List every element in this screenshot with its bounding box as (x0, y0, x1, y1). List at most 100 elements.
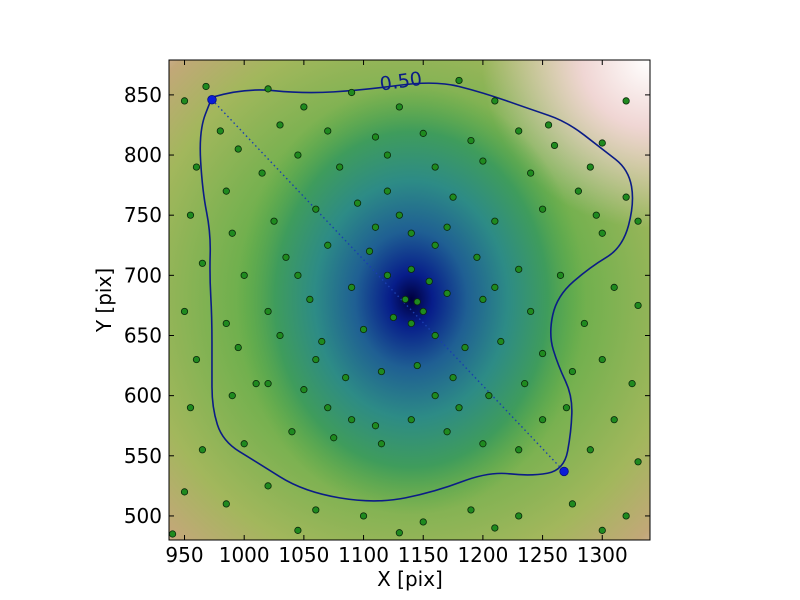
scatter-point (449, 373, 457, 382)
scatter-point (598, 229, 606, 237)
x-tick-label: 1200 (457, 543, 508, 567)
x-axis: 950 1000 1050 1100 1150 1200 1250 1300 (165, 60, 628, 567)
scatter-point (324, 404, 332, 412)
scatter-point (479, 157, 487, 165)
scatter-point (306, 295, 314, 303)
scatter-point (202, 82, 210, 91)
scatter-point (312, 506, 320, 514)
scatter-point (467, 137, 475, 145)
scatter-point (359, 512, 368, 520)
scatter-point (461, 343, 469, 352)
scatter-point (395, 103, 403, 111)
scatter-point (634, 217, 642, 225)
scatter-point (371, 133, 380, 141)
scatter-point (228, 392, 236, 400)
scatter-point (521, 380, 529, 388)
scatter-point (324, 241, 332, 249)
scatter-point (180, 488, 189, 496)
scatter-point (491, 217, 499, 225)
scatter-point (419, 307, 427, 316)
scatter-point (407, 319, 415, 328)
scatter-point (264, 85, 272, 93)
scatter-point (425, 277, 433, 285)
y-tick-label: 850 (124, 83, 162, 107)
scatter-point (222, 319, 230, 328)
y-tick-label: 700 (124, 263, 162, 287)
scatter-point (610, 416, 618, 424)
contour-endpoint (559, 466, 569, 477)
scatter-point (222, 187, 230, 195)
scatter-point (180, 307, 189, 316)
scatter-point (598, 526, 606, 534)
scatter-point (407, 265, 415, 273)
scatter-point (562, 404, 571, 412)
x-tick-label: 1050 (278, 543, 329, 567)
contour-endpoint (207, 94, 217, 105)
scatter-point (473, 253, 481, 261)
scatter-point (300, 103, 308, 111)
scatter-point (574, 187, 582, 195)
scatter-point (198, 259, 207, 267)
scatter-point (538, 205, 547, 213)
scatter-point (413, 298, 421, 306)
scatter-point (592, 211, 600, 219)
scatter-point (515, 512, 523, 520)
scatter-point (443, 289, 451, 297)
x-tick-label: 1000 (219, 543, 270, 567)
scatter-point (186, 211, 195, 219)
scatter-point (300, 386, 308, 394)
y-tick-label: 500 (124, 504, 162, 528)
scatter-point (431, 241, 439, 249)
x-tick-label: 1300 (577, 543, 628, 567)
x-tick-label: 1250 (517, 543, 568, 567)
plot-frame (168, 59, 651, 541)
scatter-point (365, 247, 374, 255)
scatter-point (377, 440, 386, 448)
scatter-point (485, 392, 493, 400)
scatter-point (383, 187, 392, 195)
scatter-point (407, 416, 415, 424)
scatter-point (515, 265, 523, 273)
scatter-point (634, 301, 642, 310)
scatter-point (431, 331, 439, 340)
scatter-point (312, 205, 320, 213)
scatter-point (294, 526, 302, 534)
scatter-point (622, 193, 630, 201)
scatter-point (455, 76, 463, 85)
scatter-point (431, 392, 439, 400)
scatter-point (479, 295, 487, 303)
scatter-point (240, 271, 248, 279)
scatter-point (234, 343, 242, 352)
scatter-point (491, 97, 499, 105)
scatter-point (324, 127, 332, 135)
x-tick-label: 1150 (398, 543, 449, 567)
scatter-point (270, 217, 278, 225)
scatter-points (169, 76, 642, 538)
y-tick-label: 800 (124, 143, 162, 167)
scatter-point (192, 163, 201, 171)
scatter-point (348, 88, 356, 97)
x-tick-label: 1100 (338, 543, 389, 567)
scatter-point (443, 428, 451, 436)
scatter-point (610, 283, 618, 291)
density-core (236, 84, 587, 515)
scatter-point (622, 512, 630, 520)
scatter-point (264, 380, 272, 388)
scatter-point (544, 121, 553, 129)
y-tick-label: 550 (124, 444, 162, 468)
scatter-point (234, 145, 242, 153)
scatter-point (216, 127, 224, 135)
scatter-point (491, 524, 499, 532)
scatter-point (276, 331, 284, 340)
scatter-point (330, 434, 338, 442)
scatter-point (336, 163, 344, 171)
scatter-point (288, 428, 296, 436)
scatter-point (282, 253, 290, 261)
scatter-point (383, 151, 392, 159)
scatter-point (419, 129, 427, 137)
scatter-point (622, 97, 630, 105)
scatter-point (527, 169, 535, 177)
scatter-point (598, 355, 606, 364)
scatter-point (264, 482, 272, 490)
